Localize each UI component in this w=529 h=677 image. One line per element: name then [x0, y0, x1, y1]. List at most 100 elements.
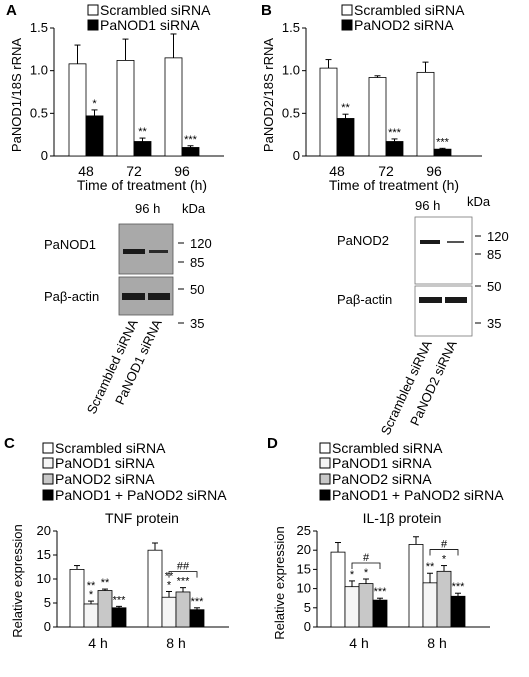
significance-label-b: *** — [388, 127, 402, 139]
y-tick-label-c: 15 — [37, 547, 51, 562]
significance-label-c: *** — [177, 576, 191, 588]
significance-label-c: ** — [101, 577, 110, 589]
x-tick-label-c: 8 h — [166, 635, 185, 651]
legend-c: Scrambled siRNA PaNOD1 siRNA PaNOD2 siRN… — [42, 440, 227, 503]
legend-a-swatch-panod1 — [87, 19, 99, 31]
blot-a-row1-label: PaNOD1 — [44, 237, 96, 252]
legend-d-label-scrambled: Scrambled siRNA — [332, 440, 443, 456]
panel-letter-c: C — [4, 435, 15, 452]
significance-bracket-d — [429, 549, 459, 556]
bar-d — [436, 570, 452, 628]
y-axis-title-a: PaNOD1/18S rRNA — [9, 38, 24, 152]
bar-a — [164, 57, 183, 157]
y-tick-label-b: 1.5 — [282, 20, 300, 35]
legend-b: Scrambled siRNA PaNOD2 siRNA — [341, 2, 465, 33]
bar-b — [319, 67, 338, 157]
bar-c — [161, 596, 177, 628]
western-blot-a: 96 h kDa PaNOD1 Paβ-actin 120 85 50 35 S… — [44, 201, 212, 416]
x-tick-label-d: 8 h — [427, 635, 446, 651]
legend-c-swatch-scrambled — [42, 442, 54, 454]
bar-b — [416, 71, 435, 157]
y-tick-label-c: 5 — [44, 595, 51, 610]
bar-c — [83, 603, 99, 628]
blot-b-marker-label: 50 — [487, 279, 501, 294]
bar-c — [97, 590, 113, 628]
bar-d — [450, 595, 466, 628]
bar-c — [189, 609, 205, 628]
legend-c-swatch-panod1 — [42, 457, 54, 469]
significance-bracket-d — [351, 562, 381, 569]
legend-a-label-scrambled: Scrambled siRNA — [100, 2, 211, 18]
blot-b-row2-band-knockdown — [445, 297, 467, 303]
bar-d — [344, 586, 360, 628]
blot-a-row2-band-knockdown — [148, 293, 170, 300]
y-axis-title-d: Relative expression — [272, 526, 287, 639]
x-tick-label-a: 96 — [174, 163, 190, 179]
x-tick-label-b: 96 — [426, 163, 442, 179]
y-tick-label-b: 0.5 — [282, 105, 300, 120]
panel-d: D Scrambled siRNA PaNOD1 siRNA PaNOD2 si… — [267, 435, 504, 651]
x-tick-label-b: 72 — [378, 163, 394, 179]
bar-c — [175, 591, 191, 628]
legend-c-swatch-combo — [42, 489, 54, 501]
legend-c-label-combo: PaNOD1 + PaNOD2 siRNA — [55, 487, 227, 503]
blot-b-marker-label: 120 — [487, 229, 509, 244]
legend-b-label-scrambled: Scrambled siRNA — [354, 2, 465, 18]
bar-d — [358, 583, 374, 628]
blot-b-row2-membrane — [414, 285, 473, 337]
panel-c: C Scrambled siRNA PaNOD1 siRNA PaNOD2 si… — [4, 435, 229, 651]
panel-b: B Scrambled siRNA PaNOD2 siRNA PaNOD2/18… — [261, 2, 509, 437]
y-tick-label-a: 1.5 — [30, 20, 48, 35]
blot-b-row1-band-scrambled — [420, 240, 440, 244]
significance-label-a: *** — [184, 134, 198, 146]
blot-b-unit-label: kDa — [467, 194, 491, 209]
bar-a — [68, 63, 87, 157]
blot-a-row2-band-scrambled — [122, 293, 145, 300]
bar-b — [433, 148, 452, 157]
blot-a-marker-label: 35 — [190, 316, 204, 331]
significance-label-d: # — [363, 552, 370, 564]
legend-d-swatch-panod2 — [319, 473, 331, 485]
legend-c-swatch-panod2 — [42, 473, 54, 485]
y-tick-label-d: 5 — [304, 600, 311, 615]
y-axis-title-b: PaNOD2/18S rRNA — [261, 38, 276, 152]
x-axis-title-b: Time of treatment (h) — [329, 177, 459, 193]
chart-title-c: TNF protein — [105, 510, 179, 526]
legend-a-label-panod1: PaNOD1 siRNA — [100, 17, 200, 33]
y-tick-label-d: 10 — [297, 581, 311, 596]
x-tick-label-b: 48 — [329, 163, 345, 179]
blot-a-time-label: 96 h — [135, 201, 160, 216]
significance-label-c: *** — [191, 596, 205, 608]
blot-b-row1-band-knockdown — [447, 241, 464, 243]
significance-label-d: ** — [426, 561, 435, 573]
panel-letter-a: A — [6, 2, 17, 19]
blot-b-row2-label: Paβ-actin — [337, 292, 392, 307]
legend-b-swatch-panod2 — [341, 19, 353, 31]
legend-b-swatch-scrambled — [341, 4, 353, 16]
legend-c-label-panod2: PaNOD2 siRNA — [55, 471, 155, 487]
blot-b-row1-membrane — [414, 216, 473, 285]
legend-a-swatch-scrambled — [87, 4, 99, 16]
significance-label-a: * — [92, 98, 97, 110]
blot-b-marker-label: 85 — [487, 247, 501, 262]
chart-title-d: IL-1β protein — [363, 510, 442, 526]
panel-letter-d: D — [267, 435, 278, 452]
y-axis-title-c: Relative expression — [10, 524, 25, 637]
bar-c — [147, 549, 163, 628]
blot-a-marker-label: 85 — [190, 255, 204, 270]
legend-d-label-panod2: PaNOD2 siRNA — [332, 471, 432, 487]
significance-label-d: * — [350, 569, 355, 581]
blot-a-marker-label: 120 — [190, 236, 212, 251]
blot-a-row1-band-knockdown — [149, 250, 168, 253]
significance-bracket-c — [168, 571, 198, 578]
legend-d-label-panod1: PaNOD1 siRNA — [332, 455, 432, 471]
bar-d — [330, 551, 346, 628]
significance-label-b: ** — [341, 102, 350, 114]
y-tick-label-b: 0 — [293, 148, 300, 163]
significance-label-d: *** — [452, 581, 466, 593]
x-tick-label-c: 4 h — [88, 635, 107, 651]
panel-letter-b: B — [261, 2, 272, 19]
plot-area-b: 00.51.01.548 72 96******** — [282, 20, 482, 179]
bar-c — [111, 607, 127, 628]
